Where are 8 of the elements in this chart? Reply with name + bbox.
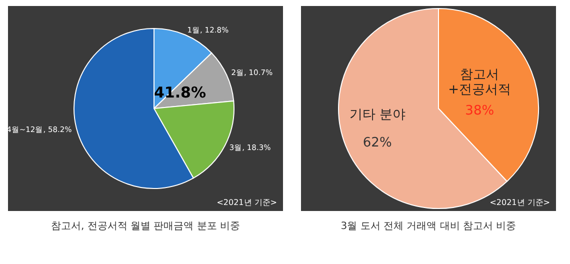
slice-label: 기타 분야 bbox=[349, 108, 406, 123]
text: 3월 도서 전체 거래액 대비 참고서 비중 bbox=[340, 221, 516, 232]
text: 참고서, 전공서적 월별 판매금액 분포 비중 bbox=[50, 221, 240, 232]
slice-label: 참고서 +전공서적 bbox=[448, 67, 512, 98]
text: <2021년 기준> bbox=[216, 198, 277, 207]
text: <2021년 기준> bbox=[490, 198, 550, 207]
data-label: 38% bbox=[465, 103, 494, 118]
data-label: 62% bbox=[362, 136, 392, 151]
